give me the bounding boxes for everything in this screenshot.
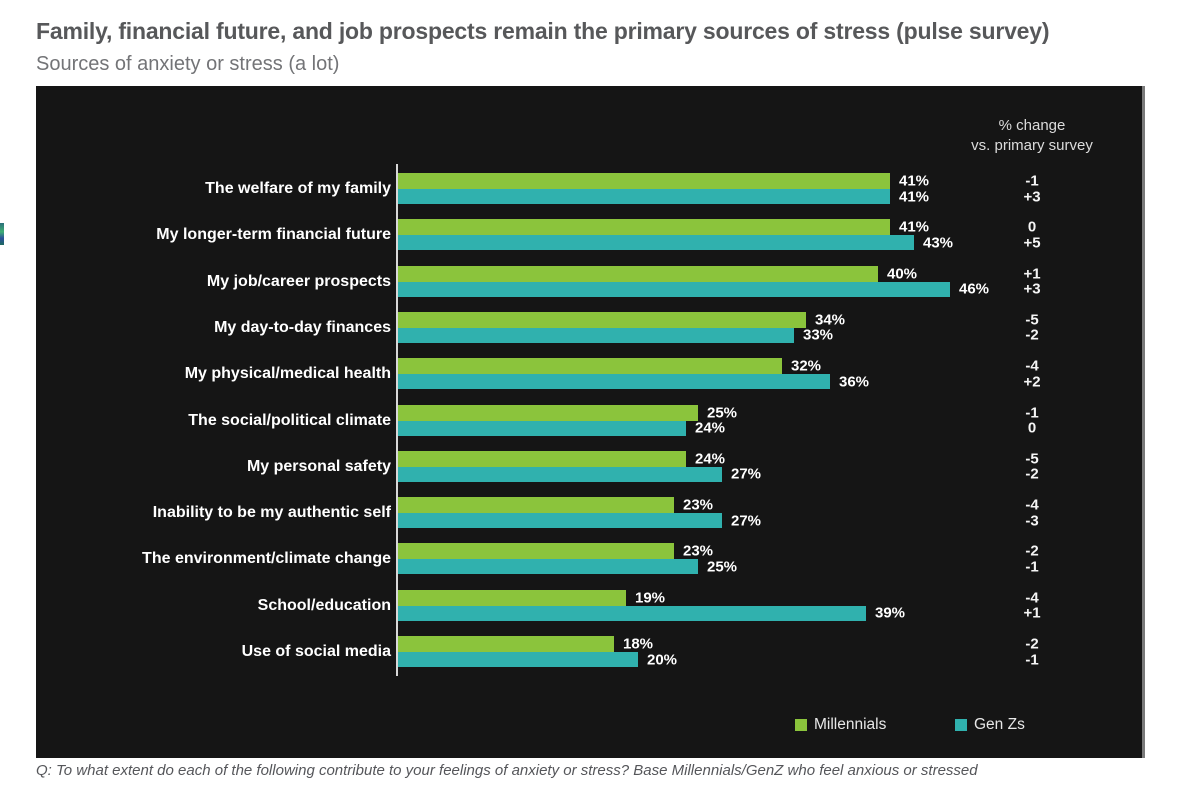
- change-value-millennials: +1: [1023, 265, 1041, 283]
- bar-value-genzs: 24%: [695, 419, 726, 437]
- bar-value-genzs: 41%: [899, 188, 930, 205]
- change-value-genzs: +3: [1023, 280, 1041, 298]
- change-value-genzs: -2: [1025, 326, 1039, 344]
- bar-millennials: [398, 311, 806, 328]
- change-value-millennials: -4: [1025, 589, 1039, 607]
- page-subtitle: Sources of anxiety or stress (a lot): [36, 53, 340, 75]
- change-value-genzs: +2: [1023, 373, 1041, 391]
- category-label: Inability to be my authentic self: [152, 504, 391, 522]
- change-value-genzs: -3: [1025, 512, 1039, 530]
- bar-genzs: [398, 281, 950, 297]
- bar-genzs: [398, 189, 890, 204]
- bar-genzs: [398, 466, 722, 482]
- left-edge-artifact: [0, 223, 4, 245]
- category-label: My personal safety: [246, 457, 391, 475]
- page-title: Family, financial future, and job prospe…: [36, 18, 1050, 44]
- change-value-millennials: -5: [1025, 450, 1039, 468]
- bar-millennials: [398, 497, 674, 514]
- bar-value-millennials: 18%: [623, 635, 654, 653]
- footnote: Q: To what extent do each of the followi…: [36, 762, 978, 779]
- category-label: Use of social media: [241, 643, 391, 660]
- category-label: The welfare of my family: [205, 180, 391, 197]
- category-label: My physical/medical health: [184, 365, 391, 383]
- bar-genzs: [398, 605, 866, 621]
- bar-genzs: [398, 327, 794, 343]
- bar-genzs: [398, 235, 914, 251]
- legend-label-millennials: Millennials: [814, 716, 887, 733]
- bar-millennials: [398, 173, 890, 189]
- change-value-millennials: -1: [1025, 172, 1039, 190]
- change-value-genzs: +1: [1023, 604, 1041, 622]
- y-axis-line: [396, 164, 398, 676]
- change-value-millennials: -4: [1025, 496, 1039, 514]
- legend-item-millennials: Millennials: [795, 716, 886, 734]
- bar-value-genzs: 20%: [647, 651, 678, 668]
- bar-value-genzs: 25%: [707, 558, 738, 576]
- change-value-millennials: -1: [1025, 404, 1039, 421]
- bar-millennials: [398, 219, 890, 236]
- bar-millennials: [398, 450, 686, 467]
- bar-value-millennials: 32%: [791, 357, 822, 375]
- change-value-millennials: -5: [1025, 311, 1039, 329]
- bar-millennials: [398, 358, 782, 375]
- bar-genzs: [398, 374, 830, 390]
- change-header-line1: % change: [998, 117, 1066, 134]
- bar-millennials: [398, 265, 878, 282]
- bar-value-genzs: 27%: [731, 512, 762, 530]
- change-value-millennials: -2: [1025, 635, 1039, 653]
- change-value-genzs: -1: [1025, 651, 1039, 668]
- chart-panel: % change vs. primary survey The welfare …: [36, 86, 1145, 758]
- bar-genzs: [398, 559, 698, 575]
- category-label: My day-to-day finances: [214, 318, 391, 336]
- legend-swatch-millennials: [795, 719, 807, 731]
- change-header-line2: vs. primary survey: [971, 137, 1093, 155]
- change-value-genzs: +3: [1023, 188, 1041, 205]
- bar-millennials: [398, 543, 674, 560]
- bar-genzs: [398, 652, 638, 667]
- bar-value-genzs: 33%: [803, 326, 834, 344]
- legend-swatch-genzs: [955, 719, 967, 731]
- bar-millennials: [398, 404, 698, 421]
- legend-item-genzs: Gen Zs: [955, 716, 1025, 734]
- change-value-genzs: -2: [1025, 465, 1039, 483]
- bar-value-genzs: 39%: [875, 604, 906, 622]
- bar-millennials: [398, 589, 626, 606]
- bar-genzs: [398, 513, 722, 529]
- bar-millennials: [398, 636, 614, 652]
- bar-value-millennials: 25%: [707, 404, 738, 421]
- legend-label-genzs: Gen Zs: [974, 716, 1025, 733]
- change-value-millennials: -4: [1025, 357, 1039, 375]
- category-label: My longer-term financial future: [156, 226, 391, 244]
- bar-genzs: [398, 420, 686, 436]
- bar-value-genzs: 43%: [923, 234, 954, 252]
- category-label: The social/political climate: [188, 411, 391, 429]
- bar-value-genzs: 36%: [839, 373, 870, 391]
- category-label: School/education: [257, 596, 391, 614]
- bar-value-millennials: 23%: [683, 496, 714, 514]
- bar-value-millennials: 40%: [887, 265, 918, 283]
- bar-value-millennials: 41%: [899, 218, 930, 236]
- legend: Millennials Gen Zs: [36, 716, 1142, 742]
- change-value-genzs: 0: [1027, 419, 1037, 437]
- bar-value-millennials: 19%: [635, 589, 666, 607]
- bar-value-millennials: 24%: [695, 450, 726, 468]
- change-column-header: % change vs. primary survey: [922, 116, 1142, 157]
- change-value-genzs: -1: [1025, 558, 1039, 576]
- bar-value-millennials: 34%: [815, 311, 846, 329]
- change-value-millennials: -2: [1025, 542, 1039, 560]
- bar-value-genzs: 46%: [959, 280, 990, 298]
- category-label: My job/career prospects: [206, 272, 391, 290]
- change-value-millennials: 0: [1027, 218, 1037, 236]
- change-value-genzs: +5: [1023, 234, 1041, 252]
- category-label: The environment/climate change: [142, 550, 391, 568]
- bar-value-millennials: 23%: [683, 542, 714, 560]
- bar-value-millennials: 41%: [899, 172, 930, 190]
- bar-value-genzs: 27%: [731, 465, 762, 483]
